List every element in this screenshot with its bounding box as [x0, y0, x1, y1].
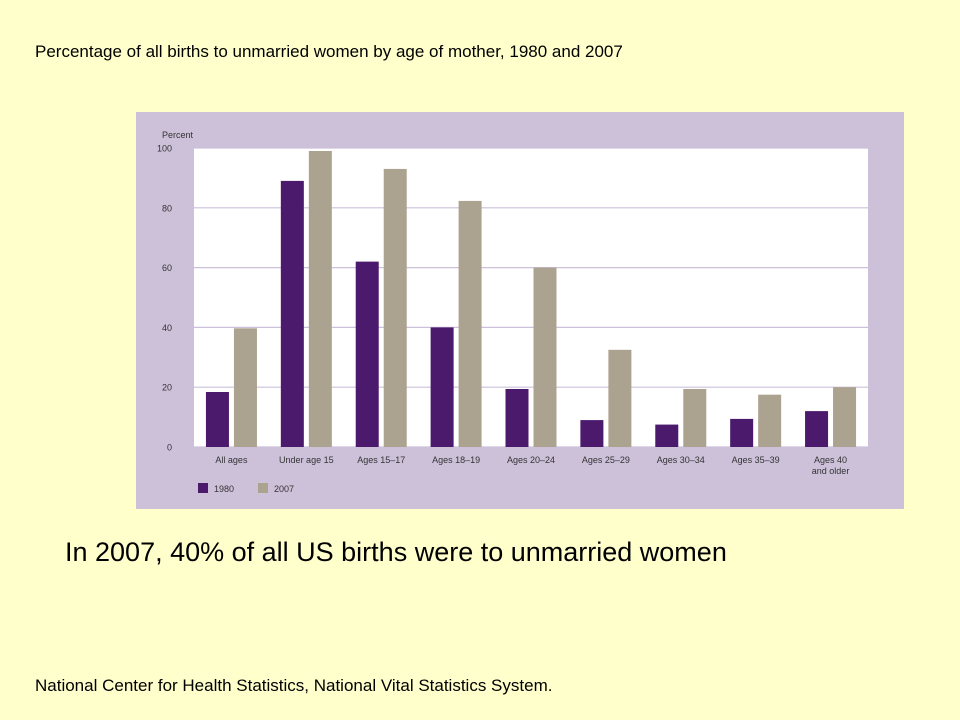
y-tick-label: 40 [162, 323, 172, 333]
bar-1980 [355, 261, 379, 447]
legend-swatch [258, 483, 268, 493]
bar-1980 [280, 180, 304, 447]
x-tick-label: Ages 15–17 [357, 455, 405, 465]
x-tick-label: Ages 40 and older [812, 455, 850, 476]
y-tick-label: 60 [162, 263, 172, 273]
bar-1980 [205, 391, 229, 447]
x-tick-label: Ages 20–24 [507, 455, 555, 465]
chart-panel: 0 20 40 60 80 100 Percent All ages Under age 15 A… [136, 112, 904, 509]
bar-1980 [430, 327, 454, 447]
bar-2007 [758, 394, 782, 447]
y-tick-label: 80 [162, 203, 172, 213]
bar-chart: 0 20 40 60 80 100 Percent All ages Under age 15 A… [157, 130, 868, 494]
bar-1980 [580, 420, 604, 447]
x-tick-label: Ages 35–39 [732, 455, 780, 465]
legend-swatch [198, 483, 208, 493]
legend-label: 2007 [274, 484, 294, 494]
y-tick-label: 20 [162, 383, 172, 393]
y-axis-label: Percent [162, 130, 194, 140]
bar-2007 [833, 387, 857, 447]
bar-2007 [308, 150, 332, 448]
x-tick-label: Ages 25–29 [582, 455, 630, 465]
bar-2007 [683, 388, 707, 447]
bar-1980 [655, 424, 679, 447]
y-tick-label: 100 [157, 144, 172, 154]
bar-2007 [383, 168, 407, 447]
bar-2007 [533, 267, 557, 447]
caption: In 2007, 40% of all US births were to un… [65, 537, 727, 567]
bar-2007 [458, 200, 482, 447]
bar-2007 [608, 349, 632, 447]
plot-area [194, 148, 868, 447]
bar-1980 [805, 411, 829, 447]
bar-1980 [505, 388, 529, 447]
source-citation: National Center for Health Statistics, N… [35, 676, 553, 695]
legend-label: 1980 [214, 484, 234, 494]
x-tick-label: Under age 15 [279, 455, 334, 465]
bar-1980 [730, 418, 754, 447]
x-tick-label: Ages 18–19 [432, 455, 480, 465]
slide-title: Percentage of all births to unmarried wo… [35, 42, 623, 61]
y-tick-label: 0 [167, 443, 172, 453]
bar-2007 [233, 328, 257, 447]
x-tick-label: All ages [215, 455, 248, 465]
x-tick-label: Ages 30–34 [657, 455, 705, 465]
